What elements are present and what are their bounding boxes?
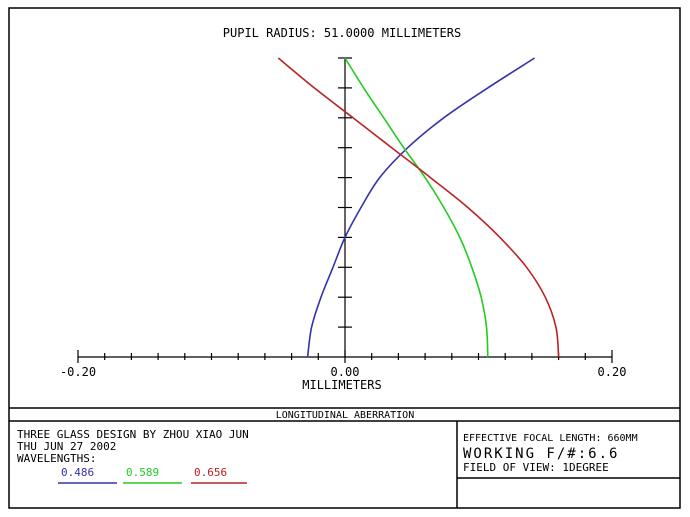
series-line-0-589 [344,57,489,358]
x-tick-label: 0.00 [331,365,360,379]
date-line: THU JUN 27 2002 [17,440,116,453]
effective-focal-length: EFFECTIVE FOCAL LENGTH: 660MM [463,433,638,444]
x-tick-label: -0.20 [60,365,96,379]
x-minor-ticks [77,350,613,363]
wavelength-legend: 0.486 0.589 0.656 [58,466,247,484]
x-tick-labels: -0.20 0.00 0.20 [60,365,627,379]
axes: -0.20 0.00 0.20 [60,57,627,379]
wavelengths-label: WAVELENGTHS: [17,452,96,465]
outer-frame [8,7,681,509]
series-group [277,57,560,358]
wavelength-blue: 0.486 [61,466,94,479]
wavelength-green: 0.589 [126,466,159,479]
field-of-view: FIELD OF VIEW: 1DEGREE [463,461,609,474]
series-line-0-486 [306,57,536,358]
x-axis-label: MILLIMETERS [302,378,381,392]
working-fnumber: WORKING F/#:6.6 [463,446,619,462]
series-line-0-656 [277,57,560,358]
chart-title: PUPIL RADIUS: 51.0000 MILLIMETERS [223,26,461,40]
title-block-heading: LONGITUDINAL ABERRATION [276,410,414,421]
design-line: THREE GLASS DESIGN BY ZHOU XIAO JUN [17,428,249,441]
x-tick-label: 0.20 [598,365,627,379]
wavelength-red: 0.656 [194,466,227,479]
